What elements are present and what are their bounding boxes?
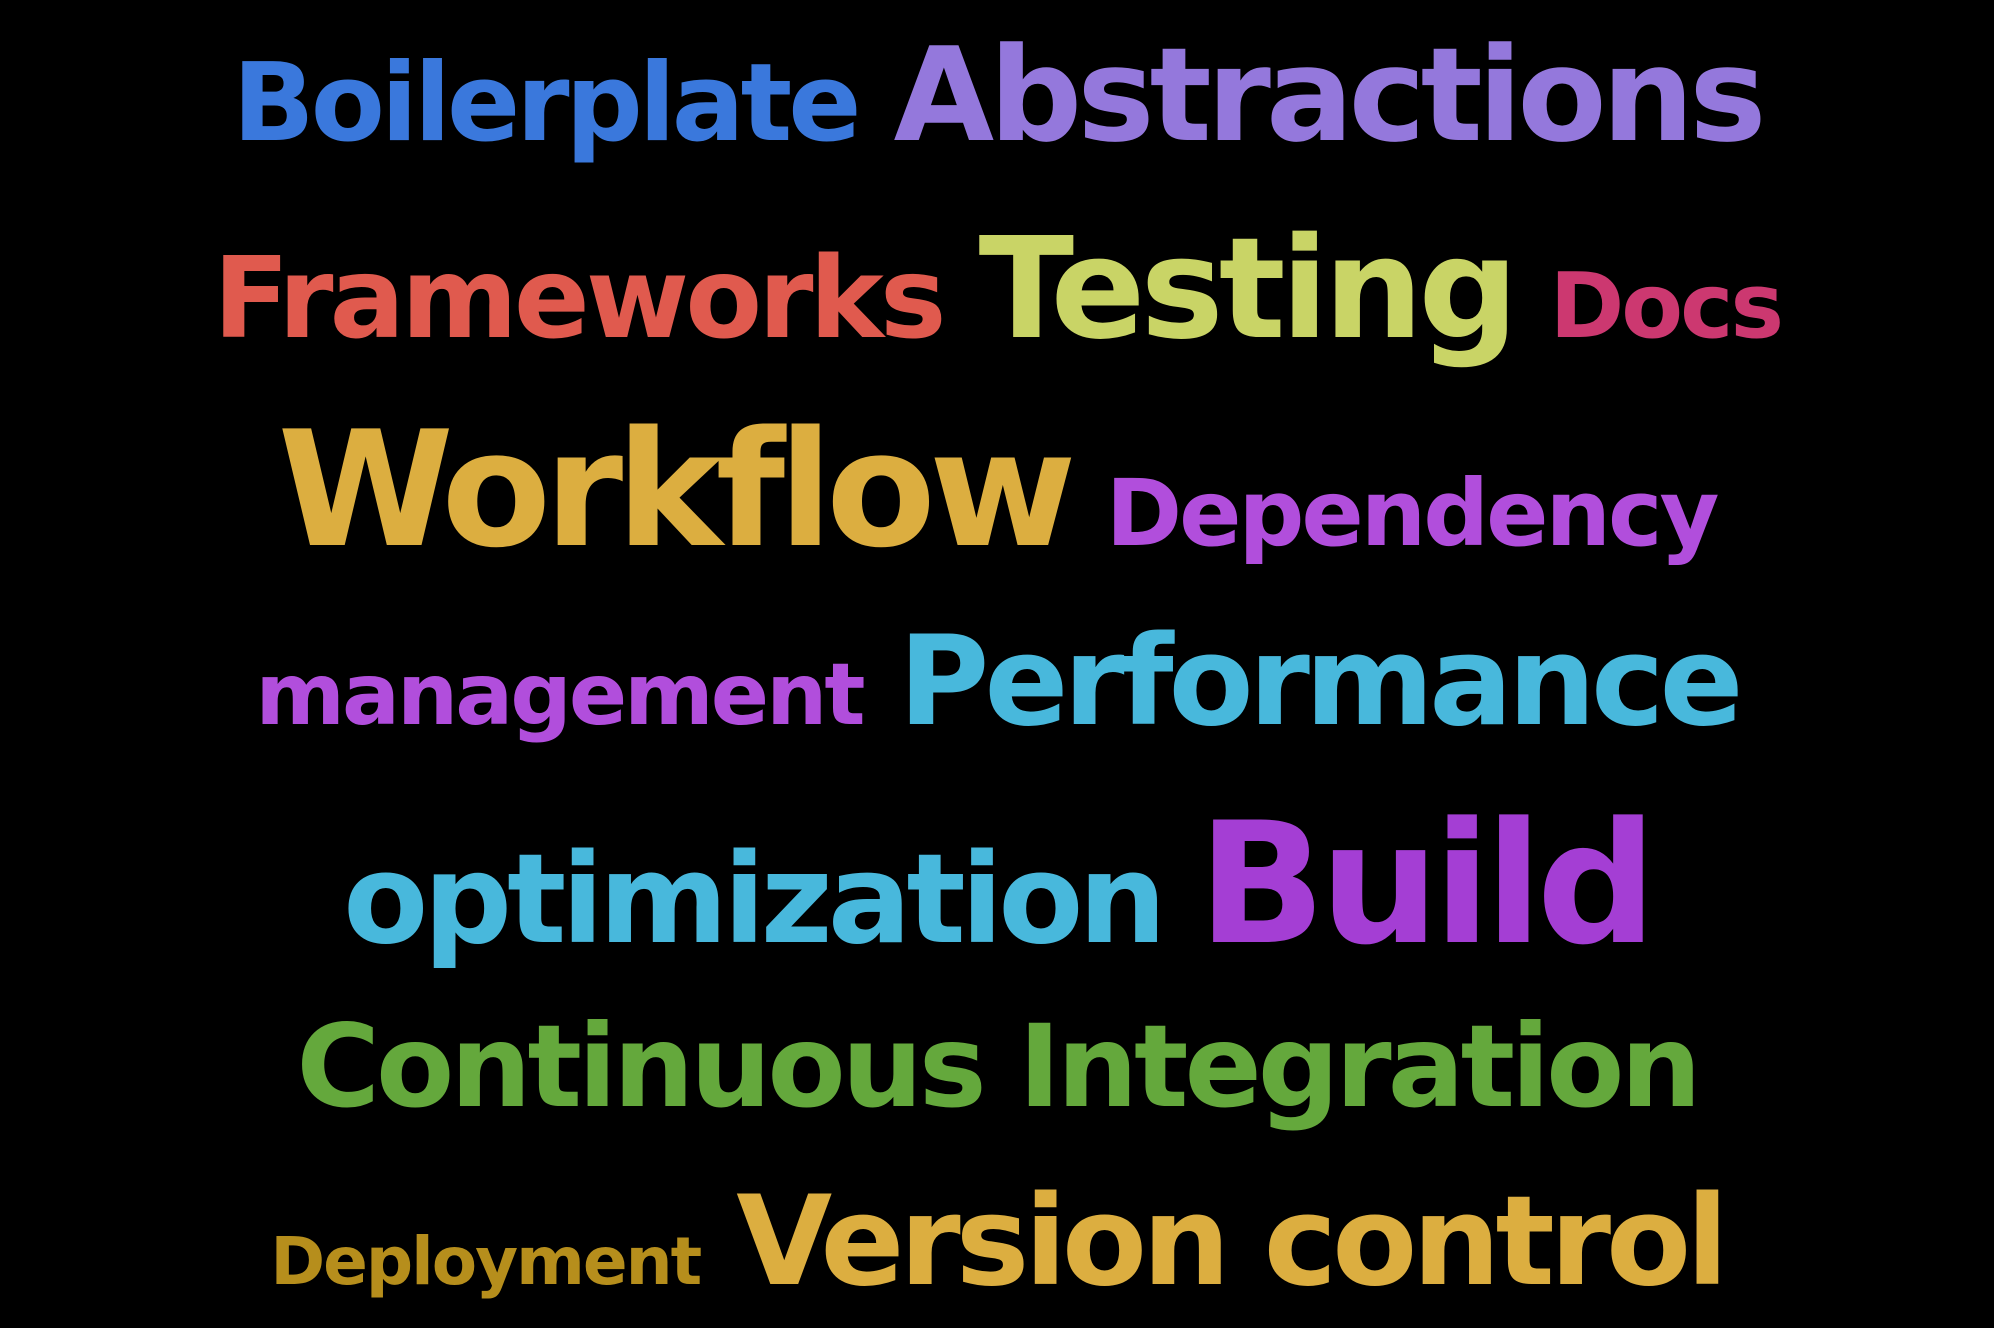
- word-deployment: Deployment: [270, 1223, 702, 1300]
- word-cloud-line-5: optimization Build: [0, 800, 1994, 968]
- word-cloud-line-3: Workflow Dependency: [0, 410, 1994, 570]
- word-build: Build: [1197, 786, 1657, 982]
- word-boilerplate: Boilerplate: [232, 41, 861, 166]
- word-version-control: Version control: [736, 1170, 1728, 1314]
- word-cloud-line-2: Frameworks Testing Docs: [0, 220, 1994, 360]
- word-abstractions: Abstractions: [893, 19, 1767, 171]
- word-frameworks: Frameworks: [212, 234, 947, 364]
- word-continuous-integration: Continuous Integration: [296, 1000, 1701, 1133]
- word-cloud-line-7: Deployment Version control: [0, 1180, 1994, 1304]
- word-optimization: optimization: [343, 828, 1167, 972]
- word-docs: Docs: [1549, 254, 1784, 359]
- word-performance: Performance: [898, 610, 1743, 754]
- word-cloud-line-6: Continuous Integration: [0, 1010, 1994, 1124]
- word-dependency: Dependency: [1105, 460, 1720, 567]
- word-cloud-line-1: Boilerplate Abstractions: [0, 30, 1994, 160]
- word-workflow: Workflow: [277, 396, 1077, 583]
- word-testing: Testing: [978, 208, 1519, 371]
- word-cloud-line-4: management Performance: [0, 620, 1994, 744]
- word-management: management: [255, 645, 865, 745]
